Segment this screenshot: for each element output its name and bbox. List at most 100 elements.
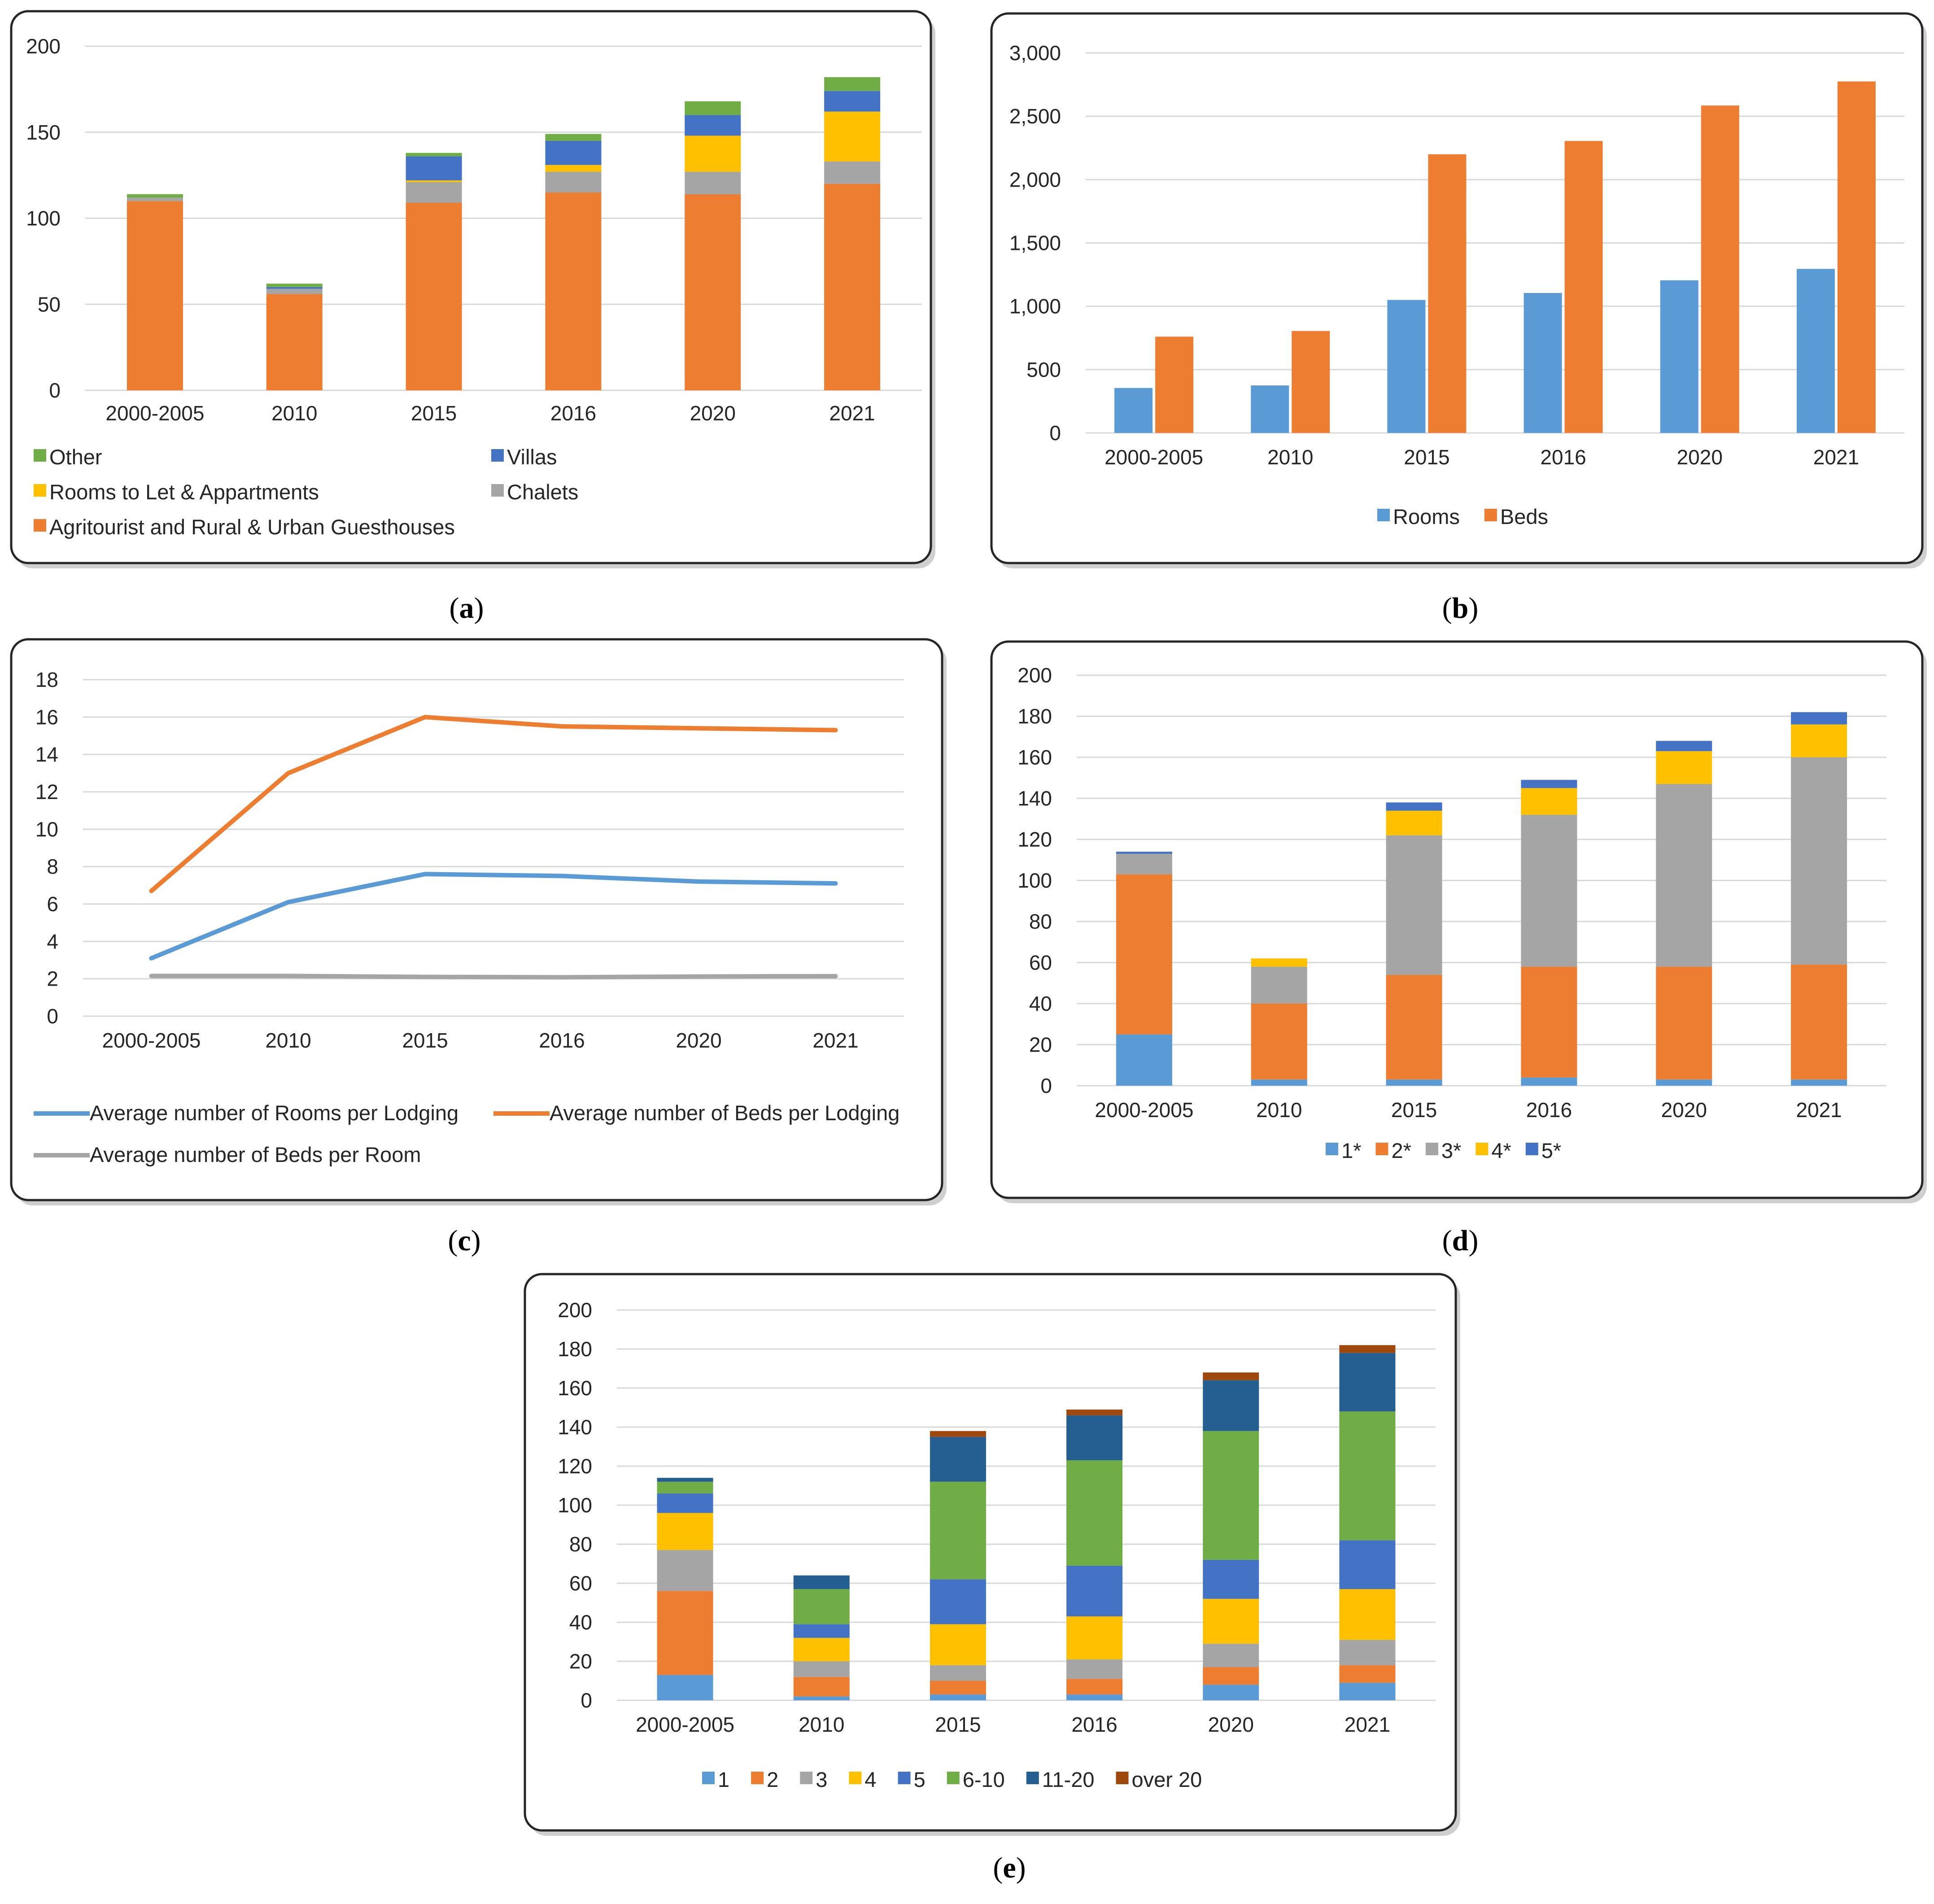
bar-segment	[545, 140, 602, 165]
bar-segment	[1339, 1411, 1396, 1541]
bar	[1251, 385, 1289, 433]
bar-segment	[824, 183, 881, 390]
bar-segment	[1339, 1540, 1396, 1590]
panel-frame	[10, 638, 943, 1201]
bar-segment	[930, 1437, 986, 1482]
legend-swatch	[491, 449, 504, 462]
x-tick-label: 2021	[1345, 1713, 1390, 1736]
x-tick-label: 2020	[1677, 445, 1723, 469]
legend-label: 4*	[1491, 1139, 1511, 1162]
y-tick-label: 20	[1029, 1033, 1052, 1057]
legend-swatch	[1326, 1143, 1338, 1155]
y-tick-label: 0	[1040, 1074, 1052, 1097]
y-tick-label: 80	[569, 1533, 592, 1556]
legend-swatch	[849, 1772, 862, 1784]
panel-caption: (d)	[1442, 1224, 1479, 1257]
legend-label: over 20	[1132, 1768, 1202, 1791]
bar-segment	[793, 1638, 850, 1661]
y-tick-label: 0	[49, 379, 61, 402]
bar-segment	[266, 284, 323, 287]
y-tick-label: 40	[569, 1611, 592, 1634]
bar-segment	[930, 1579, 986, 1625]
y-tick-label: 2	[47, 967, 58, 991]
chart-panel-e: 0 20 40 60 80 100 120 140 160 180 200 2000-2005 2010…	[524, 1273, 1460, 1884]
y-tick-label: 18	[35, 668, 58, 691]
y-tick-label: 60	[569, 1572, 592, 1595]
y-tick-label: 180	[1017, 705, 1052, 728]
x-tick-label: 2000-2005	[636, 1713, 734, 1736]
bar-segment	[793, 1589, 850, 1625]
bar-segment	[930, 1431, 986, 1437]
bar-segment	[127, 201, 183, 390]
bar-segment	[657, 1675, 713, 1700]
bar-segment	[1066, 1694, 1123, 1700]
y-tick-label: 8	[47, 855, 58, 878]
bar-segment	[685, 135, 741, 172]
x-tick-label: 2010	[1256, 1098, 1302, 1122]
bar-segment	[406, 156, 462, 181]
legend-label: Rooms to Let & Appartments	[49, 480, 319, 504]
bar-segment	[824, 161, 881, 184]
bar-segment	[1203, 1667, 1259, 1685]
bar	[1114, 388, 1153, 433]
bar-segment	[1521, 788, 1577, 815]
legend-label: Average number of Beds per Room	[90, 1143, 421, 1166]
bar-segment	[1791, 1079, 1847, 1086]
legend-swatch	[898, 1772, 911, 1784]
chart-panel-a: 0 50 100 150 200 2000-2005 2010 2015 2016 2020 202…	[10, 10, 935, 624]
y-tick-label: 200	[26, 35, 61, 58]
bar-segment	[1203, 1431, 1259, 1560]
y-tick-label: 100	[558, 1494, 592, 1517]
legend-swatch	[800, 1772, 813, 1784]
bar-segment	[657, 1591, 713, 1675]
panel-caption: (b)	[1442, 592, 1479, 624]
legend-swatch	[34, 484, 46, 497]
bar	[1155, 336, 1194, 433]
panel-caption: (a)	[450, 592, 484, 624]
bar-segment	[1116, 854, 1172, 874]
bar-segment	[824, 77, 881, 91]
bar-segment	[1656, 966, 1712, 1080]
bar-segment	[1791, 712, 1847, 725]
panel-caption: (c)	[448, 1224, 480, 1257]
x-tick-label: 2000-2005	[1095, 1098, 1193, 1122]
bar-segment	[657, 1513, 713, 1550]
bar-segment	[793, 1624, 850, 1638]
y-tick-label: 16	[35, 705, 58, 729]
bar	[1796, 269, 1835, 433]
y-tick-label: 200	[558, 1298, 592, 1322]
bar	[1428, 154, 1467, 433]
legend-swatch	[702, 1772, 715, 1784]
legend-label: Agritourist and Rural & Urban Guesthouse…	[49, 515, 455, 539]
bar-segment	[1251, 966, 1307, 1004]
y-tick-label: 120	[558, 1454, 592, 1478]
bar-segment	[657, 1481, 713, 1494]
y-tick-label: 160	[558, 1376, 592, 1400]
bar-segment	[657, 1550, 713, 1591]
bar-segment	[1066, 1565, 1123, 1616]
y-tick-label: 0	[47, 1004, 58, 1028]
legend-swatch	[1026, 1772, 1039, 1784]
bar-segment	[1203, 1380, 1259, 1431]
x-tick-label: 2021	[1796, 1098, 1842, 1122]
legend-label: 5	[914, 1768, 926, 1791]
bar-segment	[657, 1478, 713, 1482]
y-tick-label: 40	[1029, 992, 1052, 1015]
legend-label: Other	[49, 445, 102, 469]
legend-label: 1*	[1341, 1139, 1361, 1162]
x-tick-label: 2015	[935, 1713, 981, 1736]
legend-swatch	[1377, 509, 1390, 521]
bar-segment	[1521, 1077, 1577, 1086]
y-tick-label: 60	[1029, 951, 1052, 974]
bar-segment	[793, 1696, 850, 1700]
y-tick-label: 3,000	[1009, 41, 1061, 65]
x-tick-label: 2015	[411, 402, 457, 425]
x-tick-label: 2020	[1208, 1713, 1254, 1736]
y-tick-label: 20	[569, 1650, 592, 1673]
y-tick-label: 100	[1017, 869, 1052, 892]
legend-label: 3*	[1441, 1139, 1461, 1162]
bar-segment	[1203, 1643, 1259, 1668]
legend-swatch	[1476, 1143, 1489, 1155]
bar	[1837, 81, 1876, 433]
bar-segment	[1251, 1079, 1307, 1086]
